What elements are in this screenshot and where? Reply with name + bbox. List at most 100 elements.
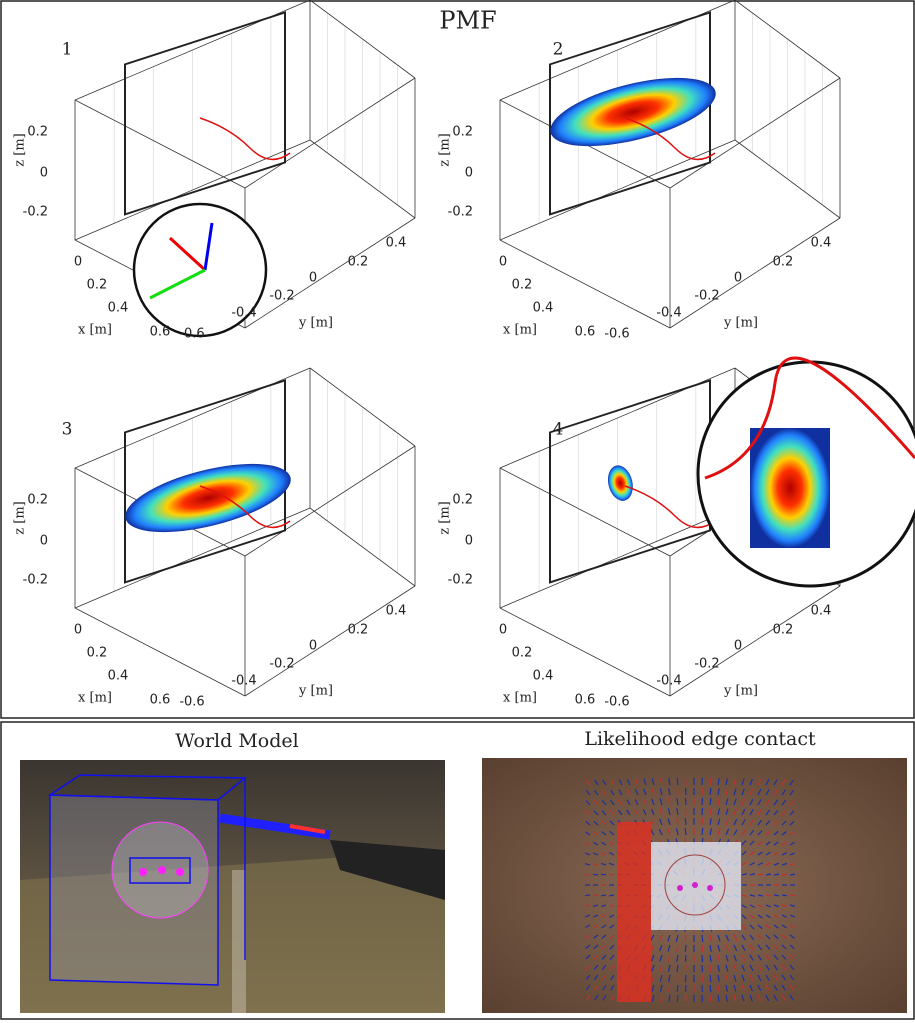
arrow [593, 831, 599, 836]
arrow [741, 819, 746, 826]
arrow [789, 894, 796, 897]
trajectory [624, 485, 716, 529]
arrow [749, 819, 754, 826]
arrow [617, 809, 623, 816]
arrow [741, 861, 747, 866]
arrow [610, 994, 615, 1001]
y-tick-label: 0.2 [348, 623, 369, 638]
arrow [608, 873, 615, 876]
arrow [593, 974, 599, 981]
arrow [733, 829, 738, 836]
arrow [757, 894, 764, 897]
arrow [781, 954, 787, 960]
pmf-panel: 40.20-0.200.20.40.6 -0.6-0.4-0.200.20.4z … [438, 356, 915, 710]
arrow [757, 974, 762, 982]
arrow [659, 798, 663, 806]
arrow [765, 841, 771, 846]
arrow [773, 873, 780, 876]
box-edge [309, 0, 416, 79]
arrow [733, 798, 737, 806]
belief-heatmap [550, 77, 716, 147]
arrow [725, 818, 729, 826]
panel-label: 4 [553, 420, 564, 440]
y-tick-label: -0.2 [269, 289, 294, 304]
arrow [773, 914, 779, 919]
arrow [609, 934, 615, 940]
arrow [749, 904, 755, 908]
y-axis-label: y [m] [298, 684, 333, 699]
z-tick-label: -0.2 [448, 573, 473, 588]
arrow [701, 944, 704, 953]
arrow [659, 808, 663, 816]
arrow [684, 934, 687, 942]
pmf-panel: 30.20-0.200.20.40.6 -0.6-0.4-0.200.20.4z … [13, 367, 416, 710]
arrow [781, 841, 787, 846]
arrow [609, 841, 615, 846]
z-axis-label: z [m] [13, 501, 28, 534]
arrow [773, 954, 779, 961]
y-tick-label: 0.4 [386, 236, 407, 251]
arrow [650, 934, 655, 941]
arrow [741, 850, 747, 856]
arrow [594, 994, 599, 1001]
arrow [684, 818, 687, 826]
y-tick-label: -0.2 [694, 289, 719, 304]
arrow [781, 831, 787, 836]
arrow [709, 828, 713, 836]
arrow [709, 944, 712, 952]
arrow [610, 779, 615, 786]
y-tick-label: -0.6 [179, 327, 204, 342]
arrow [789, 974, 795, 981]
z-tick-label: 0.2 [27, 125, 48, 140]
arrow [781, 914, 787, 918]
arrow [643, 778, 647, 786]
arrow [650, 829, 655, 836]
arrow [765, 862, 772, 866]
arrow [773, 934, 779, 940]
arrow [781, 789, 786, 796]
arrow [789, 873, 796, 876]
arrow [659, 954, 663, 962]
arrow [592, 894, 599, 897]
box-edge [669, 585, 841, 697]
arrow [585, 984, 591, 991]
box-edge [244, 585, 416, 697]
arrow [601, 954, 607, 960]
arrow [781, 894, 788, 897]
arrow [717, 964, 720, 972]
arrow [608, 894, 615, 897]
arrow [601, 789, 607, 796]
arrow [684, 944, 687, 952]
arrow [610, 984, 615, 991]
arrow [741, 778, 745, 786]
z-tick-label: 0 [465, 166, 473, 181]
arrow [749, 829, 755, 836]
arrow [781, 944, 787, 950]
arrow [609, 964, 615, 971]
y-tick-label: -0.2 [269, 657, 294, 672]
axis-blue [203, 222, 214, 271]
arrow [765, 809, 771, 816]
arrow [584, 894, 591, 897]
arrow [781, 974, 786, 981]
arrow [610, 789, 615, 796]
arrow [765, 934, 771, 940]
arrow [610, 974, 615, 981]
box-edge [499, 139, 736, 241]
arrow [701, 934, 704, 942]
arrow [593, 800, 599, 806]
arrow [765, 904, 772, 908]
arrow [584, 914, 591, 918]
wall-panel [124, 379, 286, 584]
arrow [773, 789, 778, 796]
arrow [773, 964, 779, 971]
zoom-circle [132, 202, 268, 338]
box-edge [734, 139, 841, 219]
arrow [789, 810, 795, 816]
arrow [741, 798, 746, 806]
arrow [717, 974, 720, 982]
arrow [749, 862, 755, 866]
arrow [781, 862, 788, 866]
arrow [709, 974, 712, 982]
arrow [676, 994, 679, 1002]
